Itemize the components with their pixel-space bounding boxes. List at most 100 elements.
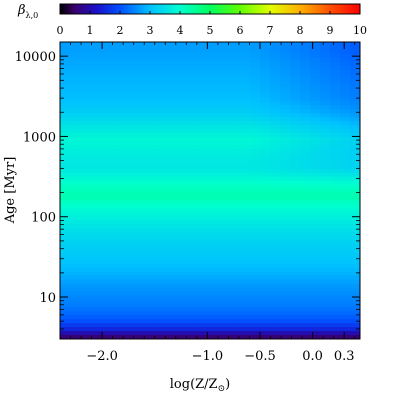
heatmap-cell: [210, 73, 221, 79]
heatmap-cell: [140, 331, 151, 336]
heatmap-cell: [100, 251, 111, 257]
heatmap-cell: [110, 315, 121, 320]
heatmap-cell: [120, 152, 131, 158]
heatmap-cell: [320, 220, 331, 225]
heatmap-cell: [110, 283, 121, 289]
heatmap-cell: [180, 156, 191, 162]
heatmap-cell: [260, 45, 271, 51]
heatmap-cell: [100, 109, 111, 114]
heatmap-cell: [240, 291, 251, 297]
heatmap-cell: [270, 73, 281, 79]
heatmap-cell: [270, 129, 281, 134]
heatmap-cell: [280, 93, 291, 99]
heatmap-cell: [120, 125, 131, 130]
heatmap-cell: [160, 196, 171, 201]
heatmap-cell: [240, 236, 251, 241]
heatmap-cell: [300, 283, 311, 289]
heatmap-cell: [340, 303, 351, 308]
heatmap-cell: [60, 228, 71, 233]
heatmap-cell: [270, 279, 281, 285]
heatmap-cell: [290, 208, 301, 213]
heatmap-cell: [270, 160, 281, 166]
heatmap-cell: [160, 133, 171, 138]
heatmap-cell: [260, 287, 271, 293]
heatmap-cell: [330, 141, 341, 146]
heatmap-cell: [70, 263, 81, 269]
heatmap-cell: [280, 192, 291, 198]
heatmap-cell: [200, 184, 211, 190]
heatmap-cell: [350, 216, 360, 221]
heatmap-cell: [290, 57, 301, 63]
heatmap-cell: [60, 137, 71, 142]
heatmap-cell: [220, 156, 231, 162]
heatmap-cell: [180, 101, 191, 106]
heatmap-cell: [130, 141, 141, 146]
heatmap-cell: [190, 224, 201, 229]
heatmap-cell: [190, 275, 201, 281]
heatmap-cell: [220, 105, 231, 110]
heatmap-cell: [230, 271, 241, 277]
heatmap-cell: [300, 212, 311, 217]
heatmap-cell: [90, 319, 101, 324]
heatmap-cell: [150, 271, 161, 277]
heatmap-cell: [90, 105, 101, 110]
heatmap-cell: [60, 291, 71, 297]
heatmap-cell: [270, 141, 281, 146]
heatmap-cell: [180, 42, 191, 47]
heatmap-cell: [80, 327, 91, 332]
heatmap-cell: [90, 271, 101, 277]
heatmap-cell: [250, 220, 261, 225]
heatmap-cell: [150, 216, 161, 221]
heatmap-cell: [220, 45, 231, 51]
colorbar: βλ,0 0 1 2 3 4 5 6 7 8 9 10: [17, 3, 367, 37]
heatmap-cell: [310, 144, 321, 150]
heatmap-cell: [200, 125, 211, 130]
heatmap-cell: [260, 319, 271, 324]
heatmap-cell: [150, 49, 161, 55]
heatmap-cell: [60, 283, 71, 289]
heatmap-cell: [250, 121, 261, 126]
heatmap-cell: [250, 133, 261, 138]
heatmap-cell: [300, 152, 311, 158]
heatmap-cell: [100, 224, 111, 229]
heatmap-cell: [60, 267, 71, 273]
heatmap-cell: [210, 113, 221, 118]
heatmap-cell: [280, 117, 291, 122]
heatmap-cell: [90, 156, 101, 162]
heatmap-cell: [320, 307, 331, 312]
heatmap-cell: [290, 117, 301, 122]
heatmap-cell: [250, 335, 261, 339]
x-axis-label-main: log(Z/Z: [170, 377, 218, 392]
heatmap-cell: [130, 156, 141, 162]
heatmap-cell: [130, 200, 141, 205]
heatmap-cell: [140, 168, 151, 174]
heatmap-cell: [110, 255, 121, 261]
heatmap-cell: [140, 73, 151, 79]
heatmap-cell: [140, 49, 151, 55]
heatmap-cell: [60, 184, 71, 190]
heatmap-cell: [350, 49, 360, 55]
heatmap-cell: [350, 45, 360, 51]
heatmap-cell: [320, 113, 331, 118]
heatmap-cell: [320, 137, 331, 142]
heatmap-cell: [270, 212, 281, 217]
heatmap-cell: [130, 172, 141, 178]
heatmap-cell: [270, 144, 281, 150]
heatmap-cell: [200, 73, 211, 79]
heatmap-cell: [190, 259, 201, 265]
heatmap-cell: [190, 287, 201, 293]
heatmap-cell: [110, 323, 121, 328]
heatmap-cell: [330, 263, 341, 269]
heatmap-cell: [200, 69, 211, 75]
heatmap-cell: [250, 101, 261, 106]
heatmap-cell: [310, 93, 321, 99]
heatmap-cell: [230, 212, 241, 217]
heatmap-cell: [350, 319, 360, 324]
heatmap-cell: [310, 156, 321, 162]
heatmap-cell: [210, 232, 221, 237]
heatmap-cell: [100, 263, 111, 269]
heatmap-cell: [350, 117, 360, 122]
heatmap-cell: [340, 168, 351, 174]
heatmap-cell: [170, 192, 181, 198]
heatmap-cell: [130, 204, 141, 209]
